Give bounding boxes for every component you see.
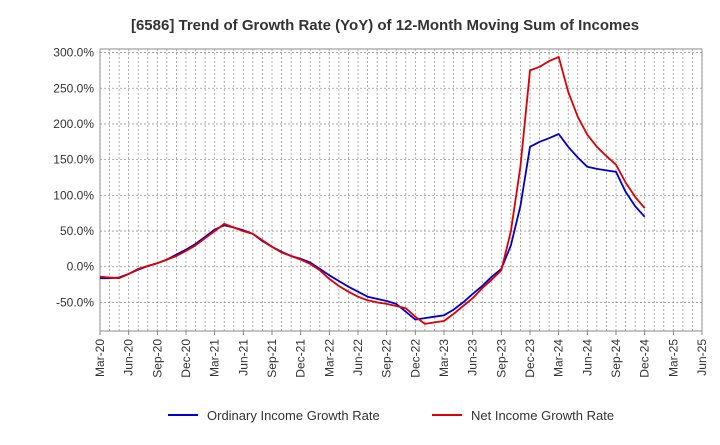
x-tick-label: Sep-24 bbox=[609, 339, 623, 378]
x-tick-label: Dec-22 bbox=[408, 339, 422, 378]
x-tick-label: Dec-20 bbox=[179, 339, 193, 378]
x-tick-label: Sep-22 bbox=[380, 339, 394, 378]
legend: Ordinary Income Growth Rate Net Income Gr… bbox=[168, 408, 614, 423]
x-tick-label: Mar-24 bbox=[552, 339, 566, 377]
x-tick-label: Sep-20 bbox=[150, 339, 164, 378]
x-tick-label: Mar-20 bbox=[93, 339, 107, 377]
chart-title: [6586] Trend of Growth Rate (YoY) of 12-… bbox=[131, 17, 639, 34]
plot-area bbox=[99, 48, 703, 332]
y-tick-label: 0.0% bbox=[67, 260, 95, 274]
grid-layer bbox=[99, 48, 703, 332]
x-tick-label: Mar-23 bbox=[437, 339, 451, 377]
x-tick-label: Dec-24 bbox=[638, 339, 652, 378]
y-tick-label: 50.0% bbox=[60, 224, 94, 238]
x-tick-label: Mar-21 bbox=[208, 339, 222, 377]
series-line-ordinary-income bbox=[100, 133, 646, 321]
x-tick-label: Sep-21 bbox=[265, 339, 279, 378]
legend-label: Net Income Growth Rate bbox=[471, 408, 614, 423]
x-tick-label: Jun-24 bbox=[580, 339, 594, 376]
x-tick-label: Dec-21 bbox=[294, 339, 308, 378]
x-tick-label: Jun-23 bbox=[466, 339, 480, 376]
y-tick-label: -50.0% bbox=[56, 295, 94, 309]
x-tick-label: Jun-22 bbox=[351, 339, 365, 376]
x-tick-label: Sep-23 bbox=[494, 339, 508, 378]
series-layer bbox=[99, 56, 646, 325]
x-tick-label: Jun-21 bbox=[236, 339, 250, 376]
x-tick-label: Mar-22 bbox=[322, 339, 336, 377]
axis-layer: 300.0% 250.0% 200.0% 150.0% 100.0% 50.0% 0.0% -… bbox=[53, 46, 709, 378]
series-line-net-income bbox=[99, 56, 646, 325]
y-tick-label: 150.0% bbox=[53, 153, 94, 167]
x-tick-label: Mar-25 bbox=[666, 339, 680, 377]
y-tick-label: 100.0% bbox=[53, 188, 94, 202]
legend-label: Ordinary Income Growth Rate bbox=[207, 408, 380, 423]
y-tick-label: 300.0% bbox=[53, 46, 94, 60]
x-tick-label: Dec-23 bbox=[523, 339, 537, 378]
y-tick-label: 200.0% bbox=[53, 117, 94, 131]
y-tick-label: 250.0% bbox=[53, 81, 94, 95]
x-tick-label: Jun-20 bbox=[122, 339, 136, 376]
x-tick-label: Jun-25 bbox=[695, 339, 709, 376]
